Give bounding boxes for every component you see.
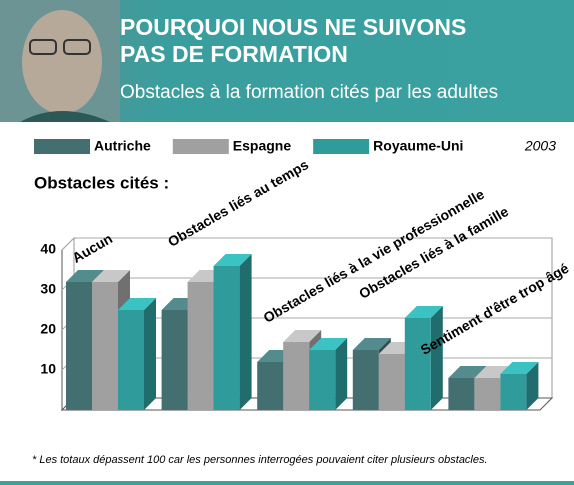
title: POURQUOI NOUS NE SUIVONS PAS DE FORMATIO…: [120, 14, 467, 67]
header: POURQUOI NOUS NE SUIVONS PAS DE FORMATIO…: [0, 0, 574, 122]
legend-swatch: [172, 139, 229, 154]
bar-top: [500, 362, 539, 374]
bar: [352, 350, 379, 410]
legend-label: Royaume-Uni: [373, 138, 463, 154]
portrait: [0, 0, 120, 122]
legend-swatch: [34, 139, 90, 154]
bar-top: [448, 366, 487, 378]
legend-label: Autriche: [94, 138, 151, 154]
bar: [474, 378, 501, 410]
bar: [448, 378, 475, 410]
glasses: [29, 39, 57, 55]
bar-top: [404, 306, 443, 318]
bar: [92, 282, 118, 410]
bar-top: [92, 270, 130, 282]
glasses: [63, 39, 91, 55]
footnote: * Les totaux dépassent 100 car les perso…: [32, 454, 488, 466]
shoulders: [20, 111, 110, 122]
bar-top: [352, 338, 391, 350]
legend-swatch: [313, 139, 370, 154]
subtitle: Obstacles à la formation cités par les a…: [120, 82, 499, 103]
bar-top: [118, 298, 156, 310]
chart: Obstacles cités : 2003 * Les totaux dépa…: [32, 138, 572, 466]
bar: [404, 318, 431, 410]
bar: [118, 310, 144, 410]
bar: [66, 282, 92, 410]
bar-side: [526, 362, 539, 410]
bottom-band: [0, 481, 574, 485]
bar-side: [430, 306, 443, 410]
face: [22, 10, 102, 114]
grid-line: [61, 237, 552, 251]
y-tick-label: 20: [40, 321, 56, 337]
bar-top: [309, 338, 348, 350]
bar-top: [213, 254, 252, 266]
bar-top: [283, 330, 322, 342]
bar: [161, 310, 188, 410]
bar: [257, 362, 284, 410]
section-label: Obstacles cités :: [34, 173, 169, 192]
bar: [500, 374, 527, 410]
category-label: Obstacles liés au temps: [165, 156, 311, 250]
bar-top: [66, 270, 104, 282]
legend-label: Espagne: [233, 138, 292, 154]
year: 2003: [524, 138, 556, 154]
bar: [213, 266, 240, 410]
bar-side: [239, 254, 252, 410]
bar-side: [144, 298, 156, 410]
bar: [378, 354, 405, 410]
y-tick-label: 40: [40, 241, 56, 257]
bar: [187, 282, 214, 410]
y-tick-label: 30: [40, 281, 56, 297]
bar: [283, 342, 310, 410]
bar-side: [335, 338, 348, 410]
bar: [309, 350, 336, 410]
y-tick-label: 10: [40, 361, 56, 377]
